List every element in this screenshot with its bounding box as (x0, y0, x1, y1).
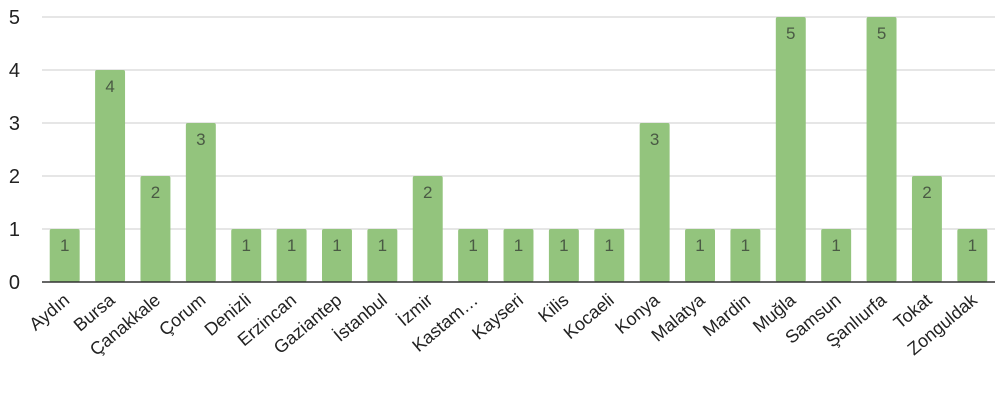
bar (49, 229, 80, 282)
x-tick-label: Kocaeli (560, 290, 618, 343)
data-label: 1 (468, 236, 477, 255)
bar (276, 229, 307, 282)
bar (367, 229, 398, 282)
bar (503, 229, 534, 282)
y-axis: 0 1 2 3 4 5 (9, 7, 20, 294)
data-label: 2 (922, 183, 931, 202)
bar (231, 229, 262, 282)
bar (821, 229, 852, 282)
bar (639, 123, 670, 282)
data-label: 1 (514, 236, 523, 255)
x-tick-label: Kayseri (468, 290, 527, 344)
bar (185, 123, 216, 282)
y-tick-label: 0 (9, 272, 20, 294)
x-tick-label: Aydın (25, 290, 73, 335)
bar (685, 229, 715, 282)
bar (140, 176, 171, 282)
data-label: 1 (968, 236, 977, 255)
data-label: 1 (605, 236, 614, 255)
data-label: 2 (151, 183, 160, 202)
data-label: 1 (741, 236, 750, 255)
data-label: 1 (241, 236, 250, 255)
bar (957, 229, 988, 282)
data-label: 1 (287, 236, 296, 255)
data-label: 1 (695, 236, 704, 255)
gridlines (42, 16, 995, 230)
x-tick-label: Mardin (699, 290, 754, 341)
bar (594, 229, 625, 282)
data-label: 1 (60, 236, 69, 255)
bar (911, 176, 942, 282)
bar (548, 229, 579, 282)
data-label: 5 (877, 24, 886, 43)
y-tick-label: 5 (9, 7, 20, 29)
x-tick-label: Çorum (155, 290, 209, 340)
x-axis: AydınBursaÇanakkaleÇorumDenizliErzincanG… (25, 281, 995, 360)
bar (95, 70, 126, 282)
bar (322, 229, 352, 282)
data-label: 3 (650, 130, 659, 149)
data-label: 5 (786, 24, 795, 43)
data-label: 1 (831, 236, 840, 255)
y-tick-label: 4 (9, 60, 20, 82)
data-label: 4 (105, 77, 114, 96)
data-label: 2 (423, 183, 432, 202)
data-label: 1 (378, 236, 387, 255)
bar (412, 176, 443, 282)
y-tick-label: 1 (9, 219, 20, 241)
bar (730, 229, 761, 282)
y-tick-label: 3 (9, 113, 20, 135)
y-tick-label: 2 (9, 166, 20, 188)
data-label: 3 (196, 130, 205, 149)
bar (458, 229, 489, 282)
data-label: 1 (332, 236, 341, 255)
bar (775, 17, 806, 282)
data-label: 1 (559, 236, 568, 255)
bar (866, 17, 897, 282)
bar-series: 1 4 2 3 1 1 1 1 2 1 1 1 1 3 1 1 5 1 5 2 1 (49, 17, 988, 282)
